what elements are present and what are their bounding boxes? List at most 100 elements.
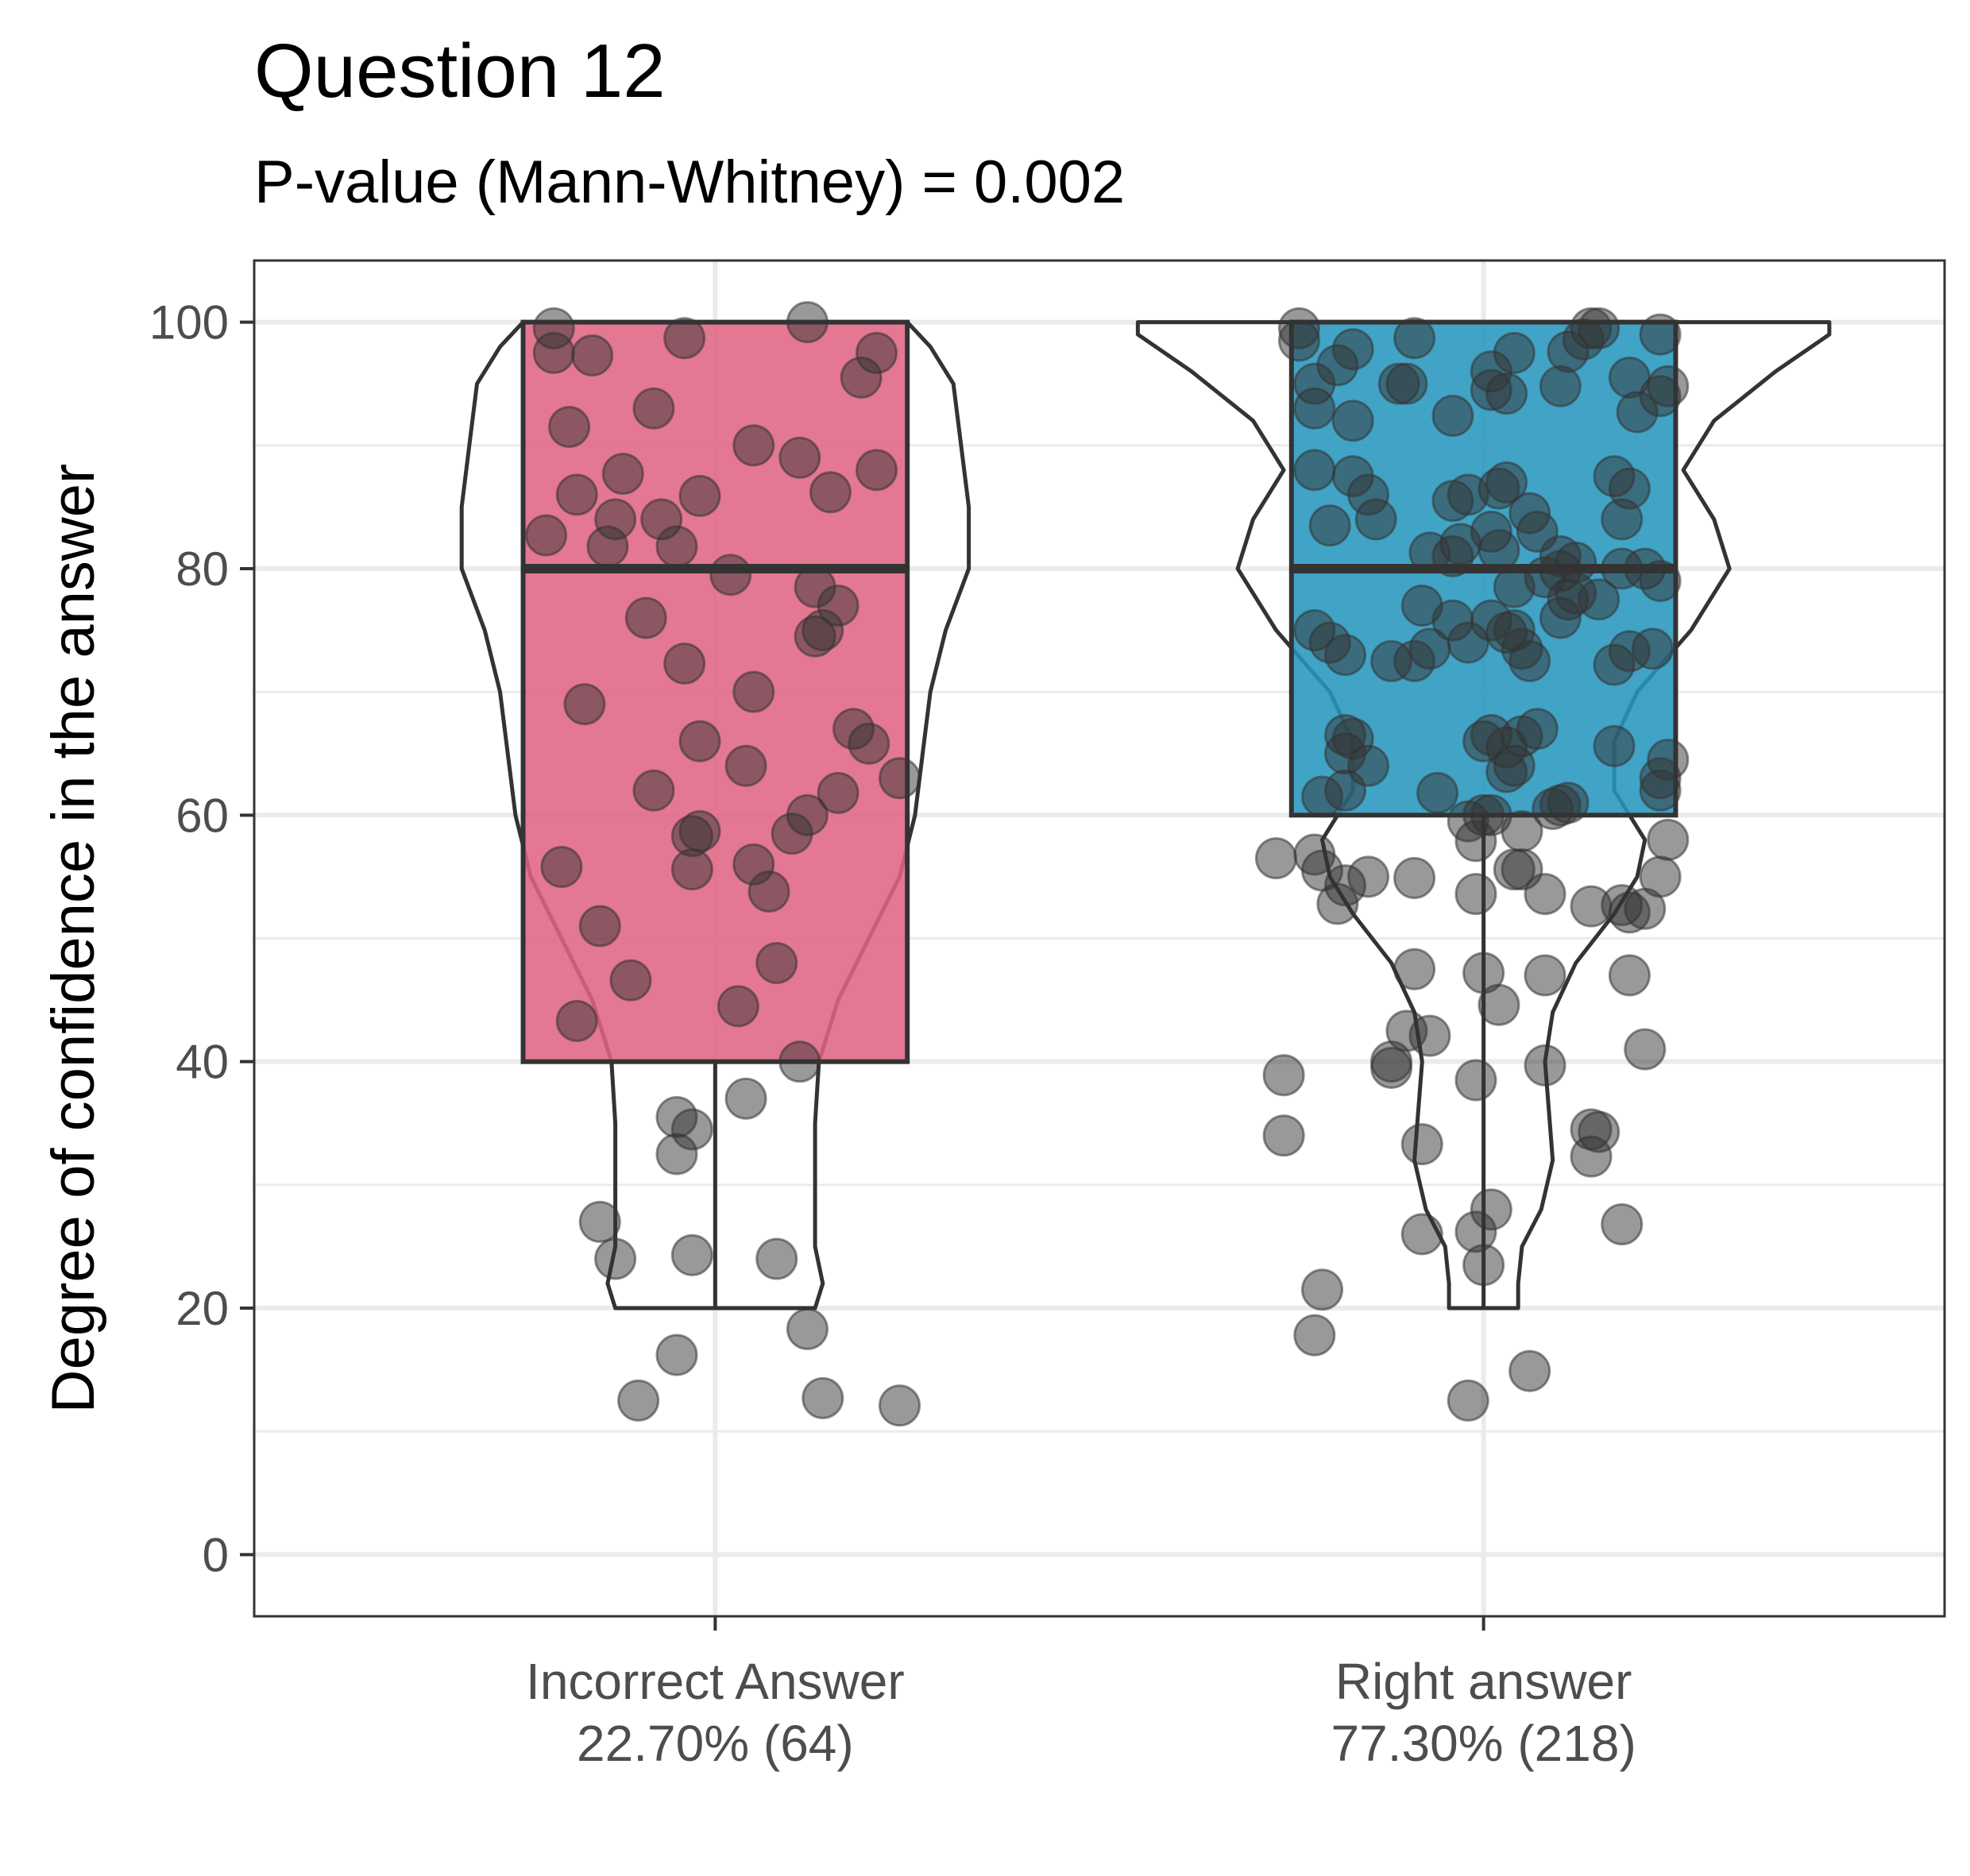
data-point — [632, 387, 675, 430]
data-point — [1462, 1244, 1505, 1287]
data-point — [601, 452, 644, 495]
data-point — [771, 813, 813, 855]
data-point — [724, 1077, 767, 1120]
data-point — [578, 1200, 621, 1243]
data-point — [778, 436, 821, 479]
data-point — [609, 959, 652, 1002]
x-tick-sublabel: 22.70% (64) — [577, 1715, 854, 1772]
data-point — [855, 449, 898, 492]
data-point — [1639, 769, 1682, 812]
data-point — [571, 334, 614, 376]
x-tick-label: Right answer — [1335, 1653, 1632, 1710]
data-point — [1308, 504, 1351, 547]
data-point — [1485, 372, 1528, 415]
data-point — [1478, 529, 1520, 572]
panel-border — [253, 259, 1946, 1618]
data-point — [1524, 1044, 1566, 1087]
data-point — [1262, 1054, 1305, 1097]
data-point — [586, 525, 629, 568]
data-point — [879, 757, 921, 800]
data-point — [1524, 954, 1566, 997]
chart-subtitle: P-value (Mann-Whitney) = 0.002 — [254, 149, 1125, 216]
data-point — [1639, 855, 1682, 898]
data-point — [1639, 313, 1682, 356]
data-point — [1578, 307, 1620, 349]
data-point — [709, 554, 752, 596]
y-tick-label: 60 — [176, 789, 229, 842]
data-point — [1470, 793, 1512, 836]
data-point — [732, 424, 775, 467]
data-point — [1324, 634, 1367, 677]
data-point — [1301, 1268, 1344, 1311]
chart-title: Question 12 — [254, 29, 666, 114]
data-point — [840, 356, 883, 399]
y-tick-label: 0 — [203, 1528, 229, 1581]
data-point — [1262, 1114, 1305, 1157]
data-point — [532, 331, 575, 374]
data-point — [555, 999, 598, 1042]
data-point — [809, 471, 852, 514]
data-point — [1608, 954, 1651, 997]
data-point — [678, 474, 721, 517]
data-point — [1547, 782, 1590, 824]
data-point — [548, 405, 591, 448]
data-point — [1393, 317, 1436, 360]
data-point — [578, 905, 621, 948]
data-point — [1454, 1059, 1497, 1102]
data-point — [755, 942, 798, 985]
data-point — [1293, 1314, 1336, 1357]
y-tick-label: 40 — [176, 1036, 229, 1089]
data-point — [1508, 1349, 1551, 1392]
data-point — [794, 615, 836, 658]
data-point — [802, 1376, 844, 1419]
data-point — [1447, 1379, 1489, 1422]
y-axis-title: Degree of confidence in the answer — [40, 464, 107, 1414]
data-point — [1608, 467, 1651, 510]
data-point — [1354, 498, 1397, 541]
x-tick-label: Incorrect Answer — [526, 1653, 905, 1710]
data-point — [1647, 818, 1690, 861]
data-point — [1493, 609, 1535, 652]
data-point — [555, 473, 598, 516]
data-point — [732, 670, 775, 713]
data-point — [1601, 1203, 1644, 1246]
data-point — [1616, 391, 1659, 434]
data-point — [817, 771, 859, 814]
data-point — [1347, 855, 1390, 898]
data-point — [879, 1384, 921, 1427]
data-point — [655, 525, 698, 568]
data-point — [678, 720, 721, 762]
data-point — [1254, 837, 1297, 880]
data-point — [655, 1133, 698, 1175]
data-point — [1593, 643, 1636, 686]
data-point — [778, 1040, 821, 1083]
data-point — [1277, 307, 1320, 349]
data-point — [663, 642, 706, 685]
y-tick-label: 20 — [176, 1282, 229, 1335]
data-point — [1647, 365, 1690, 407]
data-point — [1485, 751, 1528, 793]
data-point — [786, 1307, 829, 1350]
data-point — [1293, 449, 1336, 492]
data-point — [617, 1379, 660, 1422]
data-point — [1331, 400, 1374, 442]
data-point — [1393, 948, 1436, 990]
data-point — [1570, 1135, 1613, 1178]
data-point — [717, 985, 759, 1028]
data-point — [655, 1334, 698, 1376]
data-point — [1400, 1213, 1443, 1256]
data-point — [1385, 362, 1428, 405]
data-point — [525, 514, 568, 557]
data-point — [1416, 771, 1459, 814]
data-point — [1454, 873, 1497, 916]
data-point — [747, 870, 790, 913]
data-point — [848, 722, 890, 765]
data-point — [1539, 365, 1582, 407]
data-point — [632, 769, 675, 812]
data-point — [1593, 724, 1636, 767]
data-point — [594, 1237, 637, 1280]
jitter-points — [525, 301, 1690, 1427]
data-point — [1547, 578, 1590, 621]
data-point — [563, 683, 606, 726]
